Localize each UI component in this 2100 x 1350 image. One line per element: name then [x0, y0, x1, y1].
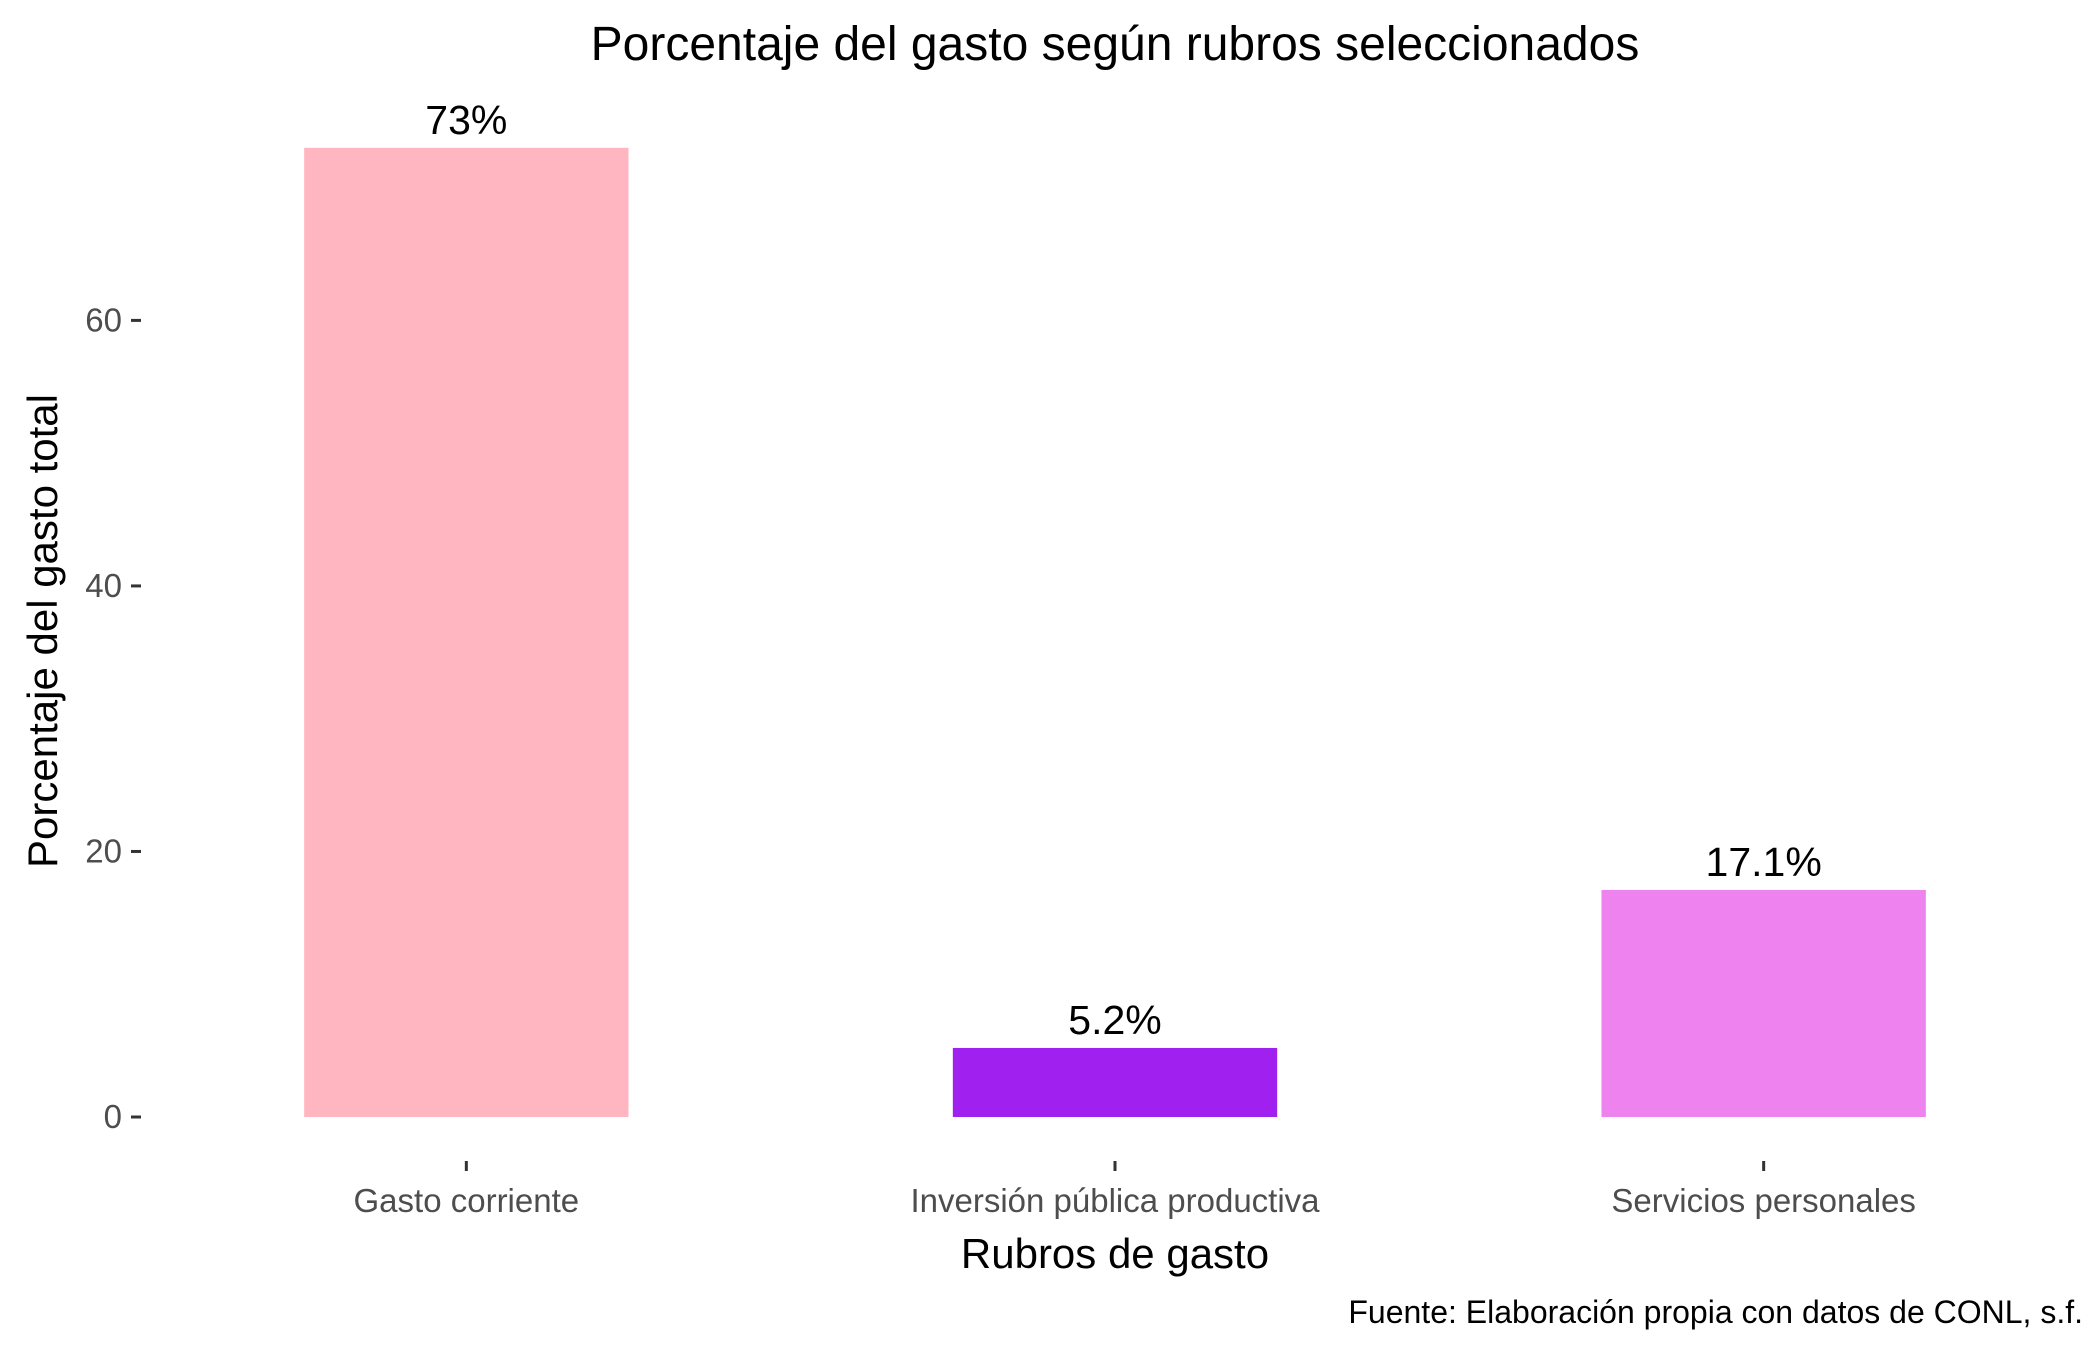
chart-caption: Fuente: Elaboración propia con datos de …: [1348, 1294, 2083, 1330]
y-tick-label: 0: [104, 1098, 122, 1135]
bars-group: [304, 147, 1926, 1118]
y-axis: 0 20 40 60: [85, 301, 141, 1135]
x-tick-label: Inversión pública productiva: [910, 1182, 1320, 1219]
data-label: 73%: [425, 97, 507, 143]
x-tick-label: Servicios personales: [1611, 1182, 1915, 1219]
x-axis: Gasto corriente Inversión pública product…: [354, 1161, 1916, 1219]
x-tick-label: Gasto corriente: [354, 1182, 580, 1219]
x-axis-title: Rubros de gasto: [961, 1230, 1269, 1277]
data-label: 5.2%: [1068, 997, 1161, 1043]
data-label: 17.1%: [1706, 839, 1822, 885]
data-labels-group: 73% 5.2% 17.1%: [425, 97, 1821, 1043]
y-tick-label: 20: [85, 832, 122, 869]
bar: [952, 1047, 1278, 1117]
y-tick-label: 40: [85, 567, 122, 604]
y-axis-title: Porcentaje del gasto total: [19, 394, 66, 868]
bar: [1601, 889, 1926, 1117]
y-tick-label: 60: [85, 301, 122, 338]
chart-title: Porcentaje del gasto según rubros selecc…: [591, 18, 1640, 71]
bar: [304, 147, 629, 1118]
